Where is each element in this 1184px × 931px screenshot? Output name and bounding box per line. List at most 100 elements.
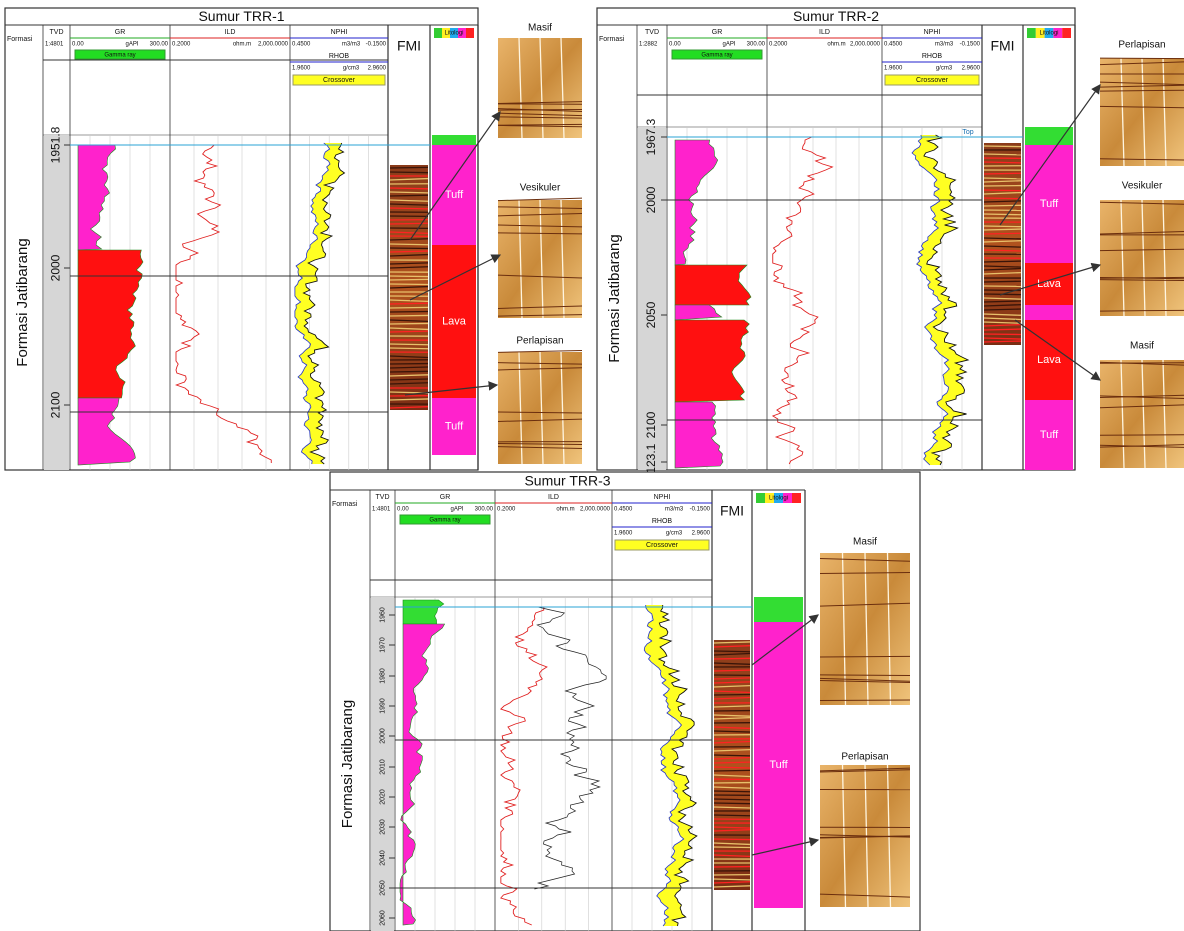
fmi-stripe xyxy=(389,302,429,305)
fmi-stripe xyxy=(389,238,429,241)
fmi-stripe xyxy=(983,265,1022,268)
core-line xyxy=(518,37,523,139)
label: Perlapisan xyxy=(841,752,888,763)
lithology-block xyxy=(432,145,476,245)
core-band xyxy=(497,206,583,210)
fmi-stripe xyxy=(713,806,751,809)
gr-fill xyxy=(674,139,719,266)
label: 2.9600 xyxy=(368,66,387,72)
label: 2050 xyxy=(644,301,658,328)
core-band xyxy=(819,835,911,838)
label: 0.4500 xyxy=(614,507,633,513)
litologi-swatch xyxy=(756,493,765,503)
litologi-swatch xyxy=(774,493,783,503)
label: Tuff xyxy=(445,189,464,201)
label: Tuff xyxy=(445,420,464,432)
fmi-stripe xyxy=(389,191,429,194)
depth-track xyxy=(638,127,666,470)
fmi-stripe xyxy=(983,304,1022,307)
label: 2123.1 xyxy=(644,443,658,480)
fmi-stripe xyxy=(389,250,429,253)
fmi-stripe xyxy=(713,681,751,684)
arrow xyxy=(1014,319,1101,381)
fmi-stripe xyxy=(983,267,1022,271)
label: Masif xyxy=(853,537,877,548)
fmi-stripe xyxy=(389,406,429,409)
gr-fill xyxy=(674,401,724,469)
fmi-stripe xyxy=(983,191,1022,195)
fmi-stripe xyxy=(983,225,1022,228)
label: Tuff xyxy=(1040,198,1059,210)
fmi-stripe xyxy=(713,730,751,733)
core-band xyxy=(819,769,911,773)
label: NPHI xyxy=(331,29,348,36)
litologi-swatch xyxy=(792,493,801,503)
fmi-stripe xyxy=(389,306,429,309)
core-band xyxy=(1099,105,1184,109)
fmi-stripe xyxy=(983,177,1022,180)
label: FMI xyxy=(990,38,1014,54)
label: TVD xyxy=(50,29,64,36)
fmi-stripe xyxy=(713,854,751,857)
label: Litologi xyxy=(769,496,788,502)
label: RHOB xyxy=(922,53,943,60)
core-band xyxy=(1099,61,1184,66)
fmi-stripe xyxy=(983,153,1022,156)
label: GR xyxy=(115,29,126,36)
core-band xyxy=(497,124,583,128)
fmi-stripe xyxy=(713,842,751,846)
label: ohm.m xyxy=(827,42,845,48)
ild-curve-2 xyxy=(534,606,607,890)
fmi-stripe xyxy=(713,696,751,700)
fmi-image xyxy=(984,143,1021,345)
fmi-stripe xyxy=(983,200,1022,203)
fmi-stripe xyxy=(983,180,1022,183)
fmi-stripe xyxy=(713,802,751,805)
fmi-stripe xyxy=(983,321,1022,324)
nphi-curve xyxy=(911,134,950,466)
label: 2,000.0000 xyxy=(850,42,881,48)
litologi-swatch xyxy=(466,28,474,38)
label: Lava xyxy=(1037,278,1062,290)
crossover-legend xyxy=(884,74,980,86)
label: 0.00 xyxy=(397,507,409,513)
label: GR xyxy=(440,494,451,501)
label: 300.00 xyxy=(150,42,169,48)
gr-fill xyxy=(674,264,752,306)
fmi-stripe xyxy=(389,275,429,278)
fmi-stripe xyxy=(713,705,751,708)
fmi-stripe xyxy=(713,786,751,789)
fmi-stripe xyxy=(389,374,429,377)
label: Gamma ray xyxy=(701,53,732,59)
fmi-stripe xyxy=(983,240,1022,243)
fmi-stripe xyxy=(983,317,1022,321)
fmi-stripe xyxy=(713,878,751,881)
fmi-stripe xyxy=(713,769,751,772)
fmi-stripe xyxy=(983,237,1022,240)
label: 2000 xyxy=(49,254,63,281)
lithology-block xyxy=(1025,305,1073,320)
fmi-stripe xyxy=(983,323,1022,327)
label: ILD xyxy=(819,29,830,36)
label: gAPI xyxy=(722,42,735,48)
fmi-stripe xyxy=(389,266,429,269)
core-band xyxy=(1099,201,1184,205)
core-band xyxy=(497,442,583,445)
core-band xyxy=(497,112,583,117)
label: 1.9600 xyxy=(614,531,633,537)
arrow xyxy=(409,254,502,301)
fmi-stripe xyxy=(713,761,751,764)
lithology-block xyxy=(754,622,803,908)
fmi-stripe xyxy=(389,347,429,350)
label: GR xyxy=(712,29,723,36)
label: gAPI xyxy=(450,507,463,513)
core-band xyxy=(1099,361,1184,366)
label: FMI xyxy=(720,503,744,519)
label: 1967.3 xyxy=(644,118,658,155)
core-line xyxy=(1141,57,1146,167)
label: ohm.m xyxy=(233,42,251,48)
litologi-swatch xyxy=(1053,28,1063,38)
fmi-stripe xyxy=(389,253,429,257)
fmi-stripe xyxy=(983,313,1022,316)
